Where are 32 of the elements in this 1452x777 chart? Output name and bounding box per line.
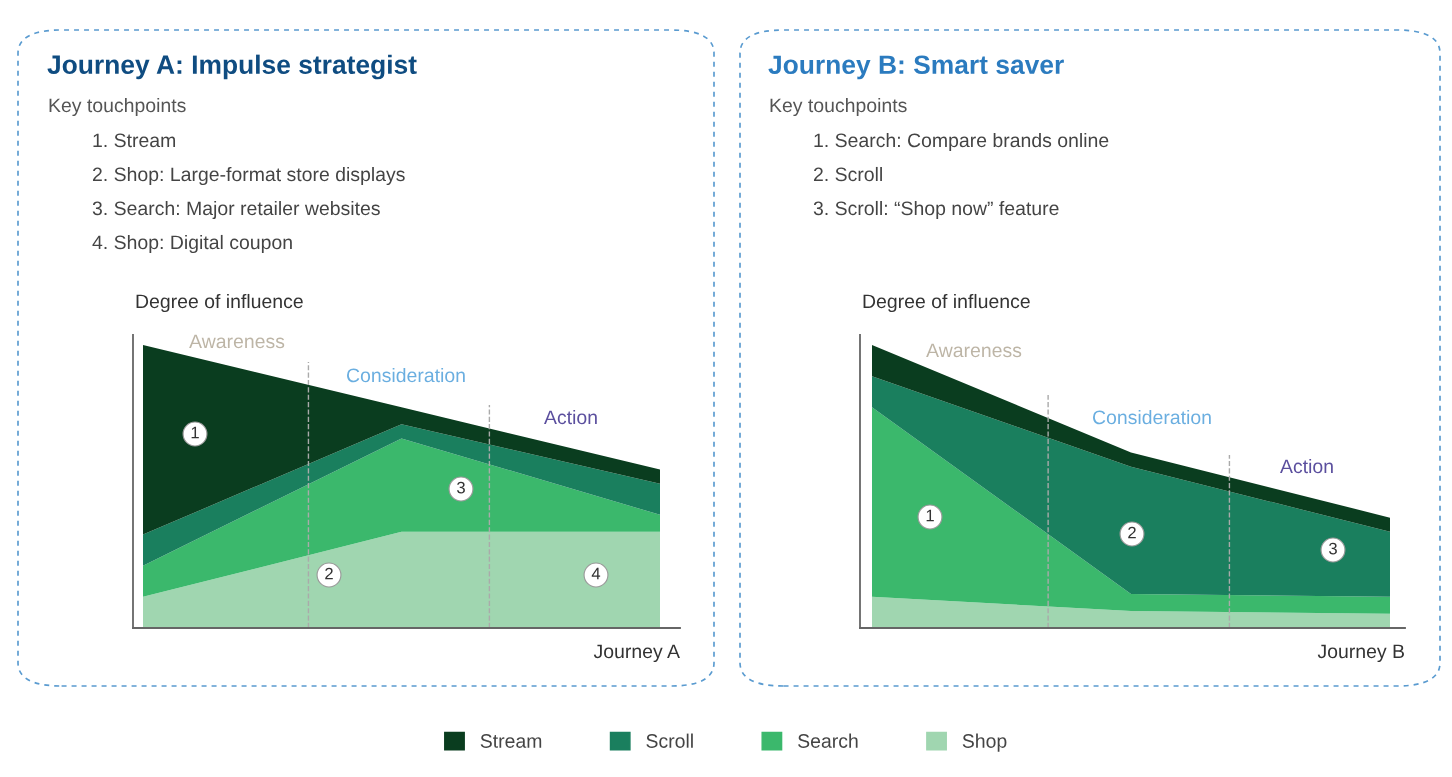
text: 2. Scroll [813,166,882,182]
chart-subtitle: Key touchpoints [770,97,907,117]
text: 3. Scroll: “Shop now” feature [813,200,1059,220]
legend-label: Stream [480,734,542,748]
annotation: 3 [457,481,465,494]
annotation: 4 [591,567,601,580]
annotation: Action [544,409,597,425]
annotation: Consideration [1093,409,1211,425]
text: 4. Shop: Digital coupon [92,234,292,254]
legend-label: Shop [962,733,1007,752]
y-axis-title: Degree of influence [136,293,303,313]
annotation: 3 [1329,542,1337,555]
text: 1. Search: Compare brands online [814,132,1109,152]
annotation: Awareness [926,343,1022,358]
y-axis-title: Degree of influence [863,293,1030,313]
x-axis-title: Journey B [1317,644,1404,663]
annotation: 1 [191,426,199,439]
text: 2. Shop: Large-format store displays [92,166,405,186]
annotation: Action [1280,458,1333,474]
annotation: Consideration [347,367,465,383]
text: 3. Search: Major retailer websites [92,200,380,220]
annotation: Awareness [189,334,285,349]
legend-label: Scroll [646,733,693,748]
chart-title: Journey B: Smart saver [768,55,1064,80]
text: 1. Stream [93,133,176,148]
chart-subtitle: Key touchpoints [49,97,186,117]
chart-title: Journey A: Impulse strategist [47,54,417,80]
annotation: 1 [926,509,934,522]
x-axis-title: Journey A [593,644,680,663]
annotation: 2 [1128,526,1136,539]
annotation: 2 [325,567,333,580]
legend-label: Search [798,733,858,748]
